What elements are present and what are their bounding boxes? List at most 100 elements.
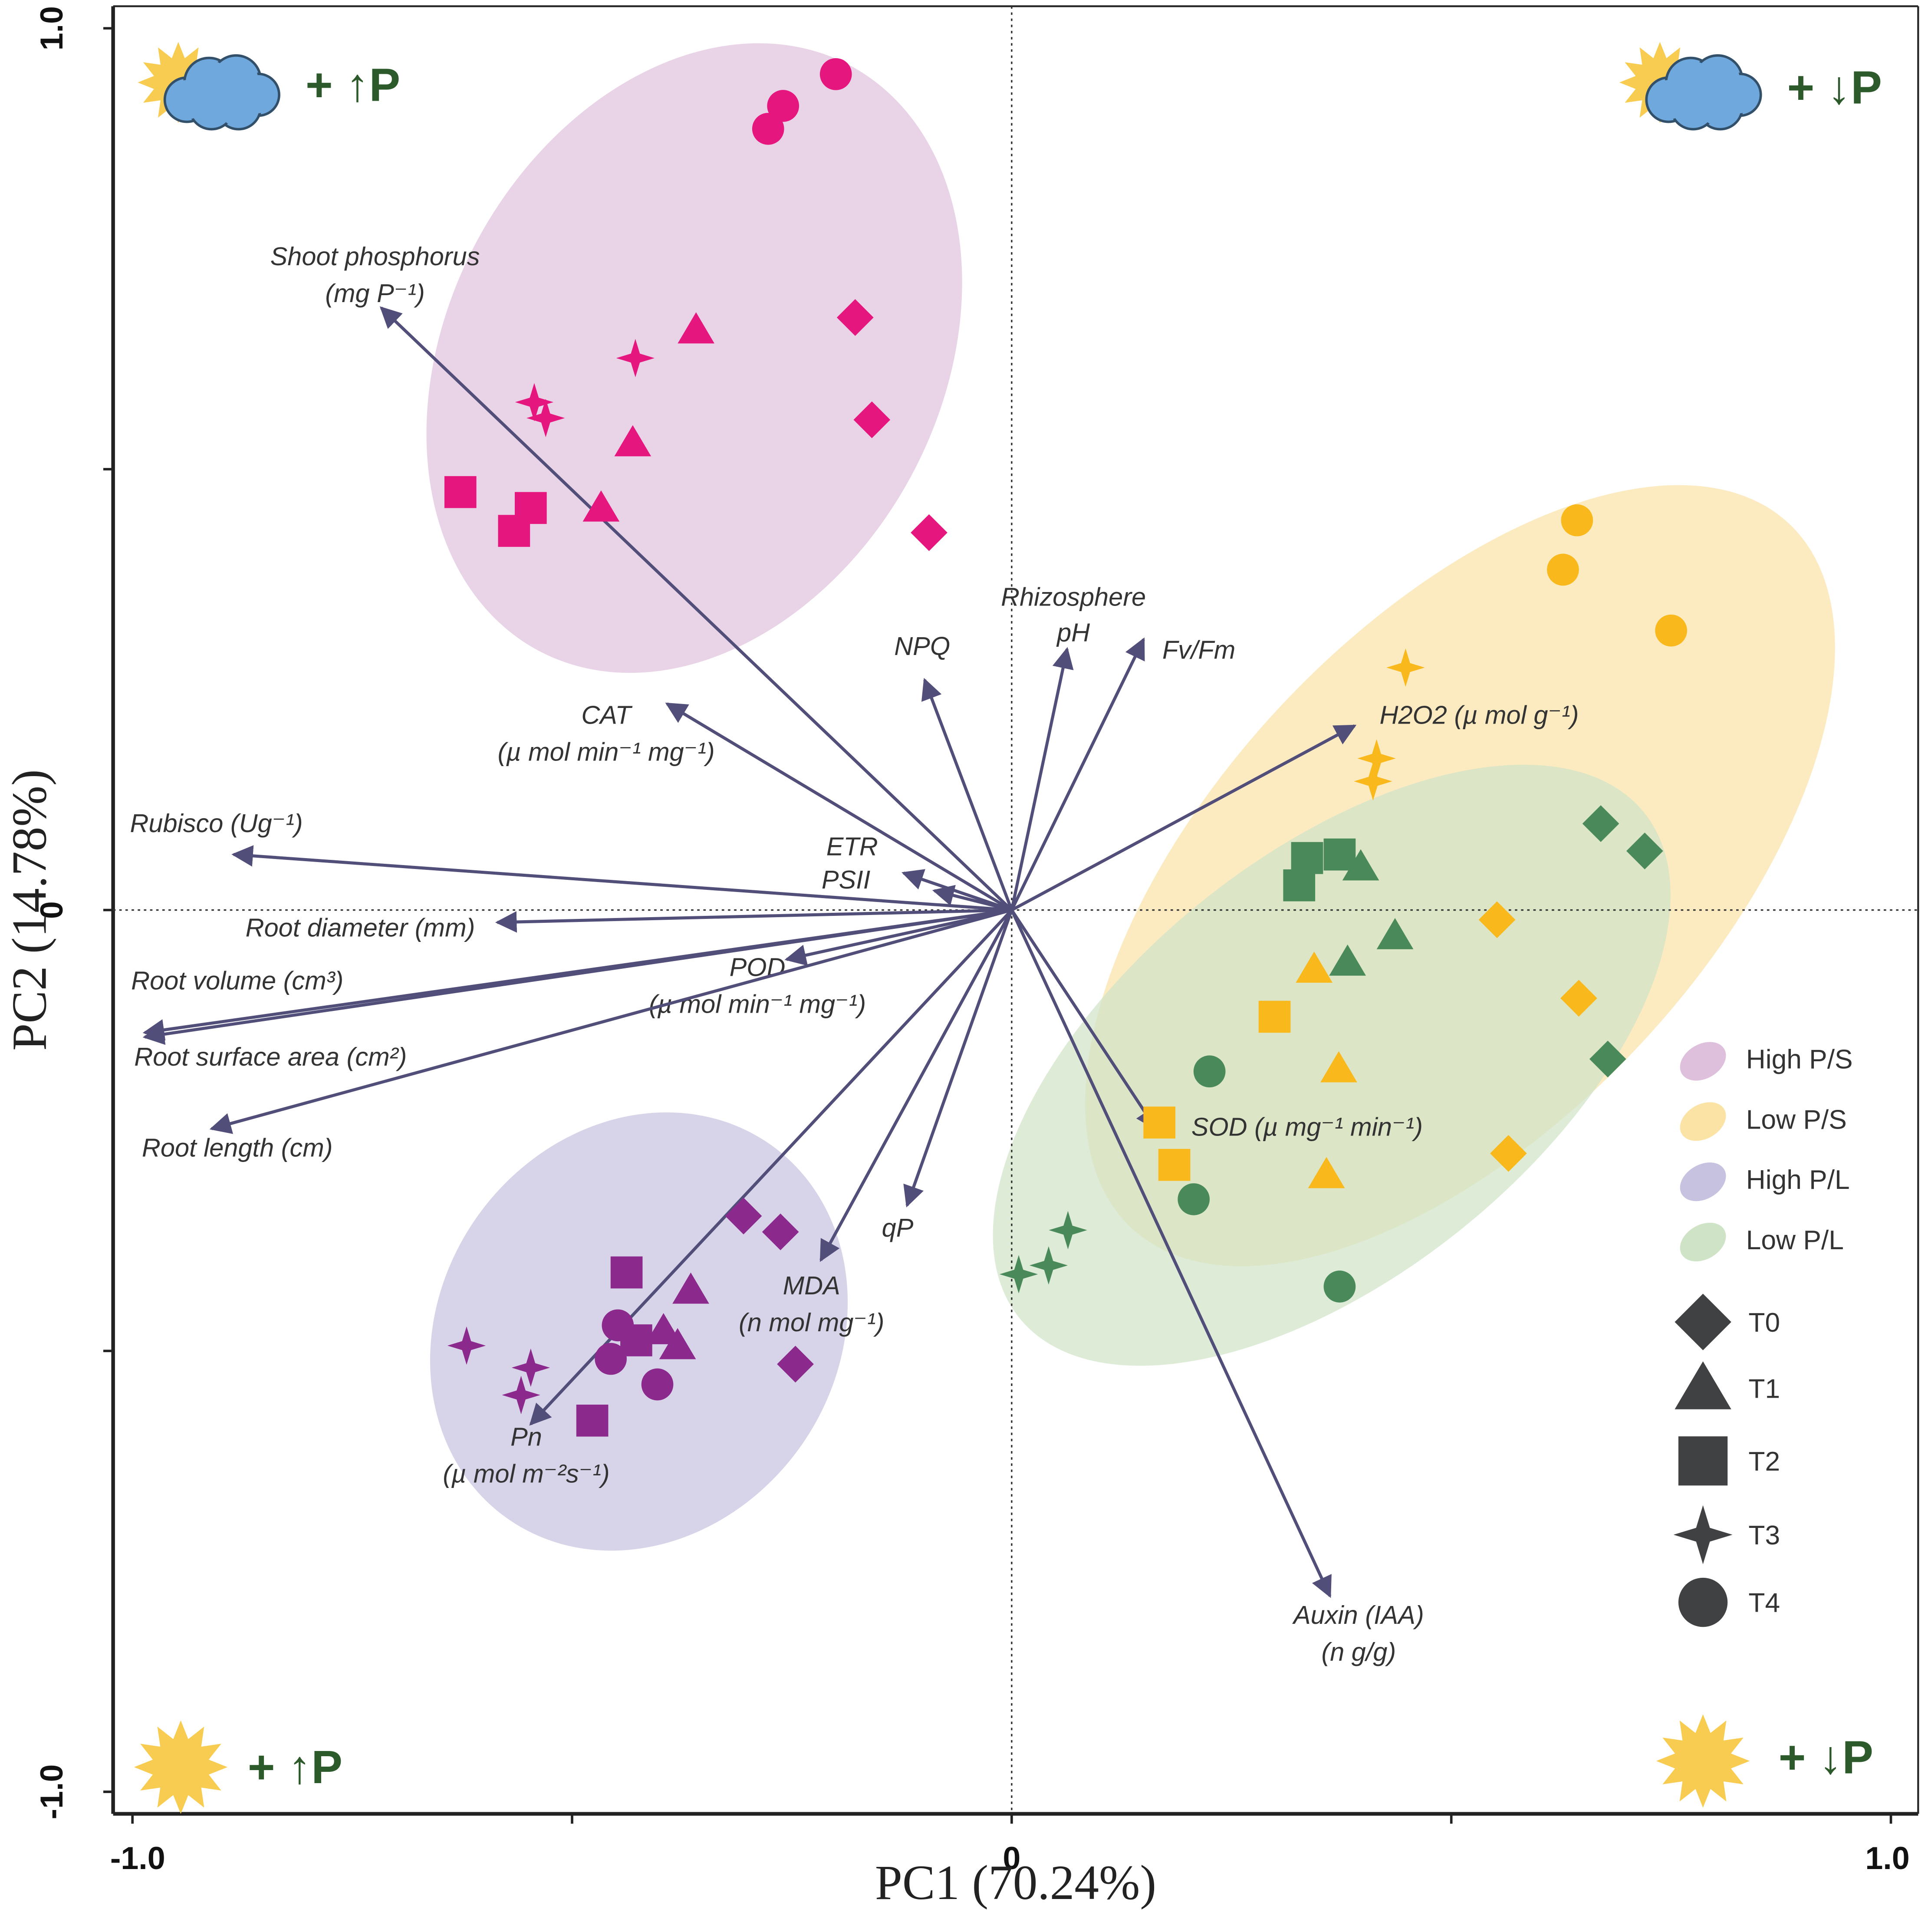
loading-label: SOD (µ mg⁻¹ min⁻¹) bbox=[1191, 1112, 1423, 1142]
point bbox=[498, 515, 530, 547]
legend-label: Low P/L bbox=[1746, 1225, 1844, 1255]
point bbox=[1320, 1051, 1357, 1083]
loading-arrow bbox=[1010, 909, 1158, 1131]
loading-arrow bbox=[932, 885, 1012, 912]
x-tick-label: 0 bbox=[1003, 1840, 1020, 1876]
x-tick-label: 1.0 bbox=[1865, 1840, 1909, 1876]
loading-label: Shoot phosphorus bbox=[270, 242, 480, 271]
point bbox=[819, 58, 852, 90]
point bbox=[659, 1328, 696, 1359]
point bbox=[1589, 1040, 1626, 1078]
point bbox=[515, 383, 554, 421]
point bbox=[502, 1376, 540, 1415]
point bbox=[1675, 1361, 1731, 1409]
point bbox=[1258, 1001, 1291, 1033]
point bbox=[610, 1256, 643, 1289]
legend-swatch bbox=[1680, 1102, 1726, 1141]
loading-arrow bbox=[1010, 637, 1145, 911]
point bbox=[836, 299, 874, 336]
loading-label: Fv/Fm bbox=[1162, 635, 1236, 664]
cloud-fill bbox=[1681, 70, 1730, 120]
x-tick-label: -1.0 bbox=[110, 1840, 165, 1876]
point bbox=[1029, 1246, 1068, 1285]
point bbox=[1308, 1157, 1345, 1188]
point bbox=[1323, 838, 1356, 871]
point bbox=[1323, 1270, 1356, 1303]
point bbox=[1582, 805, 1619, 842]
legend-label: High P/S bbox=[1746, 1045, 1853, 1075]
loading-label: NPQ bbox=[894, 632, 950, 661]
loading-arrow bbox=[1010, 909, 1332, 1598]
legend-label: T1 bbox=[1748, 1374, 1780, 1404]
point bbox=[1158, 1149, 1191, 1181]
loading-label: qP bbox=[882, 1213, 914, 1242]
point bbox=[616, 339, 655, 378]
point bbox=[641, 1368, 674, 1401]
points bbox=[444, 58, 1687, 1437]
legend-swatch bbox=[1680, 1222, 1726, 1262]
point bbox=[1478, 901, 1516, 938]
point bbox=[1678, 1436, 1728, 1486]
point bbox=[602, 1309, 634, 1342]
loading-arrow bbox=[1010, 647, 1074, 911]
sun-icon bbox=[134, 1720, 228, 1814]
point bbox=[999, 1255, 1038, 1293]
point bbox=[1560, 980, 1597, 1017]
loading-arrow bbox=[901, 869, 1013, 912]
point bbox=[1547, 553, 1579, 586]
loading-label: (µ mol min⁻¹ mg⁻¹) bbox=[649, 989, 866, 1018]
point bbox=[1626, 833, 1663, 869]
point bbox=[1342, 849, 1379, 881]
loading-label: PSII bbox=[822, 865, 870, 894]
point bbox=[1283, 869, 1316, 902]
point bbox=[511, 1348, 550, 1387]
legend: High P/S Low P/S High P/L Low P/L T0 T1 T2 T3 T4 bbox=[1673, 1042, 1853, 1627]
point bbox=[1049, 1211, 1087, 1250]
point bbox=[777, 1346, 814, 1383]
loading-label: Root length (cm) bbox=[142, 1133, 333, 1162]
cloud-icon bbox=[163, 54, 280, 131]
point bbox=[595, 1343, 627, 1375]
annotation: + ↑P bbox=[248, 1741, 342, 1793]
ellipses bbox=[426, 43, 1835, 1551]
loading-arrow bbox=[903, 909, 1013, 1208]
point bbox=[1329, 944, 1366, 976]
loading-label: Rhizosphere bbox=[1001, 583, 1146, 612]
cloud-icon bbox=[1645, 54, 1762, 131]
point bbox=[576, 1404, 609, 1437]
point bbox=[911, 514, 948, 551]
loading-label: Root surface area (cm²) bbox=[134, 1042, 407, 1071]
legend-label: T0 bbox=[1748, 1308, 1780, 1338]
loading-arrow bbox=[495, 908, 1012, 933]
axes: -1.0 0 1.0 -1.0 0 1.0 bbox=[33, 5, 1919, 1876]
point bbox=[1376, 918, 1414, 949]
point bbox=[1675, 1293, 1731, 1350]
loading-arrow bbox=[379, 306, 1013, 912]
legend-label: T3 bbox=[1748, 1521, 1780, 1550]
legend-label: T2 bbox=[1748, 1447, 1780, 1477]
point bbox=[678, 312, 715, 344]
loading-label: H2O2 (µ mol g⁻¹) bbox=[1379, 701, 1579, 730]
annotation: + ↓P bbox=[1787, 61, 1882, 113]
loading-label: (n g/g) bbox=[1321, 1637, 1396, 1666]
legend-label: High P/L bbox=[1746, 1165, 1850, 1195]
loading-label: Root diameter (mm) bbox=[246, 913, 475, 942]
loading-label: pH bbox=[1056, 618, 1090, 647]
loading-label: Pn bbox=[510, 1422, 542, 1451]
legend-swatch bbox=[1680, 1162, 1726, 1201]
loading-label: (µ mol min⁻¹ mg⁻¹) bbox=[498, 737, 715, 767]
cloud-fill bbox=[199, 70, 249, 120]
point bbox=[1178, 1183, 1210, 1215]
loading-label: Root volume (cm³) bbox=[131, 966, 343, 995]
loading-arrow bbox=[231, 845, 1012, 912]
legend-swatch bbox=[1680, 1042, 1726, 1081]
loading-label: Auxin (IAA) bbox=[1292, 1600, 1424, 1629]
point bbox=[1678, 1577, 1728, 1627]
loading-arrow bbox=[209, 908, 1012, 1134]
loading-arrow bbox=[921, 678, 1013, 911]
loading-label: POD bbox=[730, 952, 786, 981]
legend-label: Low P/S bbox=[1746, 1105, 1847, 1135]
point bbox=[1490, 1135, 1527, 1172]
icons: + ↑P + ↓P + ↑P + ↓P bbox=[134, 42, 1882, 1814]
